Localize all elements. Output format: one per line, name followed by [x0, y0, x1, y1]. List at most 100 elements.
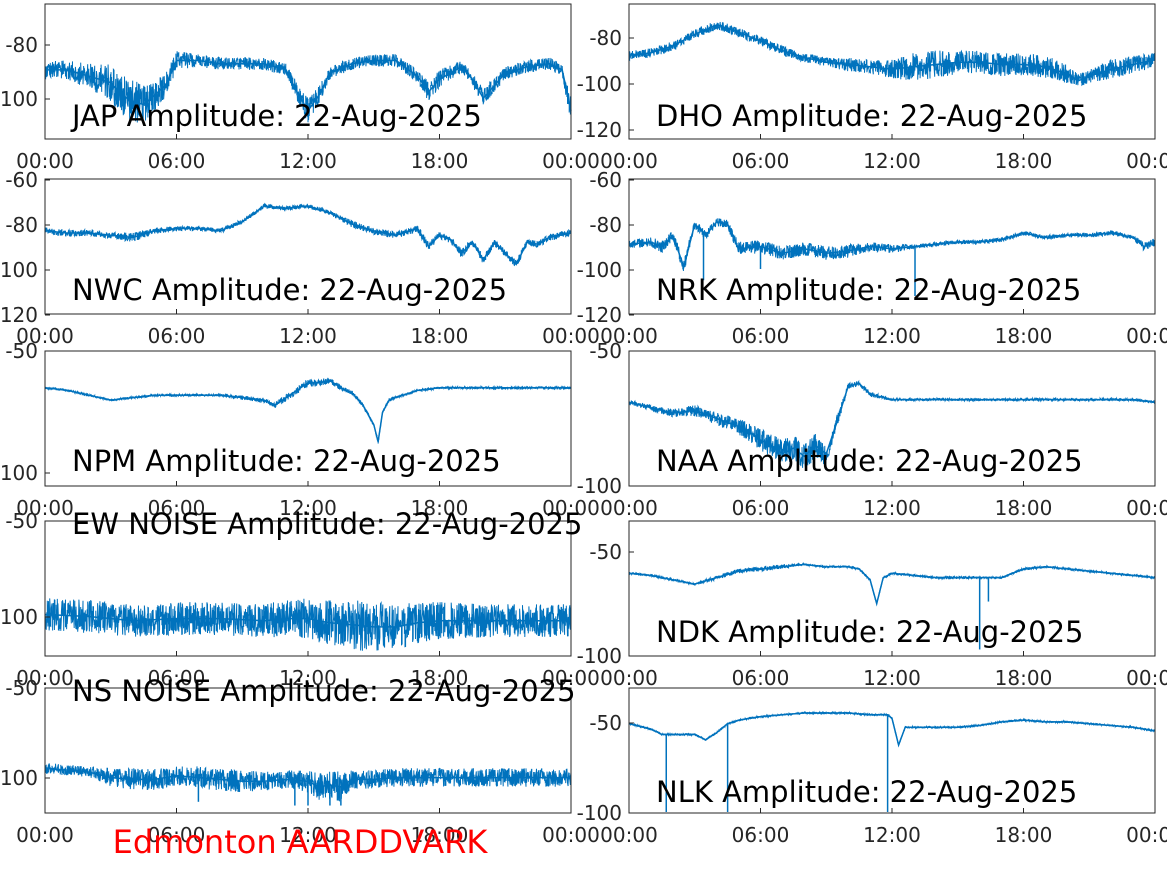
panel-2: 00:00 06:00 12:00 18:00 00:00 -80 -100 -120 DHO … [577, 3, 1167, 173]
panel-6: 00:00 06:00 12:00 18:00 00:00 -50 -100 NAA Ampl… [577, 339, 1167, 520]
y-tick-label: -120 [0, 303, 38, 327]
y-tick-label: -80 [5, 33, 38, 57]
x-tick-label: 12:00 [863, 324, 921, 348]
x-tick-label: 12:00 [279, 823, 337, 847]
x-tick-label: 18:00 [995, 823, 1053, 847]
x-tick-label: 18:00 [411, 823, 469, 847]
series-centerline [44, 205, 572, 266]
series-line [44, 51, 572, 123]
x-tick-label: 12:00 [863, 496, 921, 520]
x-tick-label: 00:00 [600, 324, 658, 348]
x-tick-label: 00:00 [1126, 666, 1167, 690]
series-centerline [44, 613, 571, 628]
series-centerline [44, 379, 571, 442]
y-tick-label: -60 [589, 168, 622, 192]
y-tick-label: -50 [589, 711, 622, 735]
y-tick-label: -50 [589, 339, 622, 363]
x-tick-label: 06:00 [732, 149, 790, 173]
panel-title: JAP Amplitude: 22-Aug-2025 [70, 99, 482, 133]
panel-10: 00:00 06:00 12:00 18:00 00:00 -50 -100 NLK Ampl… [577, 687, 1167, 847]
x-tick-label: 18:00 [995, 496, 1053, 520]
y-tick-label: -120 [577, 118, 622, 142]
y-tick-label: -100 [577, 474, 622, 498]
x-tick-label: 06:00 [732, 324, 790, 348]
y-tick-label: -100 [577, 801, 622, 825]
x-tick-label: 00:00 [542, 496, 600, 520]
series-centerline [628, 24, 1156, 82]
x-tick-label: 06:00 [732, 496, 790, 520]
y-tick-label: -50 [5, 676, 38, 700]
y-tick-label: -50 [5, 509, 38, 533]
y-tick-label: -50 [5, 339, 38, 363]
panel-title: NLK Amplitude: 22-Aug-2025 [656, 775, 1077, 809]
x-tick-label: 18:00 [411, 149, 469, 173]
x-tick-label: 00:00 [542, 666, 600, 690]
x-tick-label: 00:00 [1126, 496, 1167, 520]
x-tick-label: 00:00 [600, 149, 658, 173]
x-tick-label: 00:00 [1126, 149, 1167, 173]
x-tick-label: 00:00 [600, 823, 658, 847]
x-tick-label: 00:00 [542, 823, 600, 847]
panel-7: 00:00 06:00 12:00 18:00 00:00 -50 -100 EW NOISE… [0, 507, 600, 690]
series-centerline [45, 59, 572, 113]
x-tick-label: 06:00 [732, 666, 790, 690]
x-tick-label: 06:00 [148, 149, 206, 173]
x-tick-label: 12:00 [279, 149, 337, 173]
series-centerline [628, 220, 1156, 270]
x-tick-label: 18:00 [411, 496, 469, 520]
series-centerline [628, 563, 1156, 607]
series-line [44, 598, 572, 651]
x-tick-label: 12:00 [279, 496, 337, 520]
panel-8: 00:00 06:00 12:00 18:00 00:00 -50 -100 NDK Ampl… [577, 520, 1167, 690]
y-tick-label: -60 [5, 168, 38, 192]
x-tick-label: 18:00 [995, 149, 1053, 173]
x-tick-label: 12:00 [863, 149, 921, 173]
y-tick-label: -80 [589, 26, 622, 50]
panel-9: 00:00 06:00 12:00 18:00 00:00 -50 -100 NS NOISE… [0, 674, 600, 847]
x-tick-label: 18:00 [411, 324, 469, 348]
y-tick-label: -80 [5, 213, 38, 237]
x-tick-label: 00:00 [1126, 823, 1167, 847]
x-tick-label: 12:00 [863, 666, 921, 690]
x-tick-label: 06:00 [148, 324, 206, 348]
x-tick-label: 00:00 [16, 666, 74, 690]
y-tick-label: -100 [577, 258, 622, 282]
x-tick-label: 00:00 [16, 496, 74, 520]
panel-4: 00:00 06:00 12:00 18:00 00:00 -60 -80 -100 -120 N… [577, 168, 1167, 348]
y-tick-label: -100 [577, 72, 622, 96]
x-tick-label: 00:00 [16, 324, 74, 348]
x-tick-label: 00:00 [542, 324, 600, 348]
panel-title: NRK Amplitude: 22-Aug-2025 [656, 273, 1081, 307]
panel-title: NAA Amplitude: 22-Aug-2025 [656, 444, 1083, 478]
x-tick-label: 00:00 [600, 496, 658, 520]
x-tick-label: 06:00 [732, 823, 790, 847]
panel-title: NDK Amplitude: 22-Aug-2025 [656, 615, 1083, 649]
panel-title: NWC Amplitude: 22-Aug-2025 [72, 273, 507, 307]
series-centerline [628, 712, 1156, 748]
station-footer: Edmonton AARDDVARK [113, 823, 489, 861]
y-tick-label: -100 [0, 605, 38, 629]
panel-1: 00:00 06:00 12:00 18:00 00:00 -80 -100 JAP Ampl… [0, 3, 600, 173]
panel-title: DHO Amplitude: 22-Aug-2025 [656, 99, 1087, 133]
x-tick-label: 06:00 [148, 496, 206, 520]
panel-title: NS NOISE Amplitude: 22-Aug-2025 [72, 674, 576, 708]
y-tick-label: -100 [0, 87, 38, 111]
y-tick-label: -100 [577, 644, 622, 668]
x-tick-label: 12:00 [863, 823, 921, 847]
panel-title: EW NOISE Amplitude: 22-Aug-2025 [72, 507, 582, 541]
y-tick-label: -100 [0, 461, 38, 485]
x-tick-label: 18:00 [411, 666, 469, 690]
series-centerline [44, 767, 571, 788]
x-tick-label: 00:00 [16, 149, 74, 173]
y-tick-label: -50 [589, 540, 622, 564]
series-line [628, 710, 1156, 745]
series-line [44, 202, 572, 267]
series-line [628, 21, 1156, 87]
series-line [628, 218, 1156, 272]
panel-5: 00:00 06:00 12:00 18:00 00:00 -50 -100 NPM Ampl… [0, 339, 600, 520]
x-tick-label: 12:00 [279, 324, 337, 348]
y-tick-label: -100 [0, 258, 38, 282]
x-tick-label: 06:00 [148, 823, 206, 847]
y-tick-label: -120 [577, 303, 622, 327]
